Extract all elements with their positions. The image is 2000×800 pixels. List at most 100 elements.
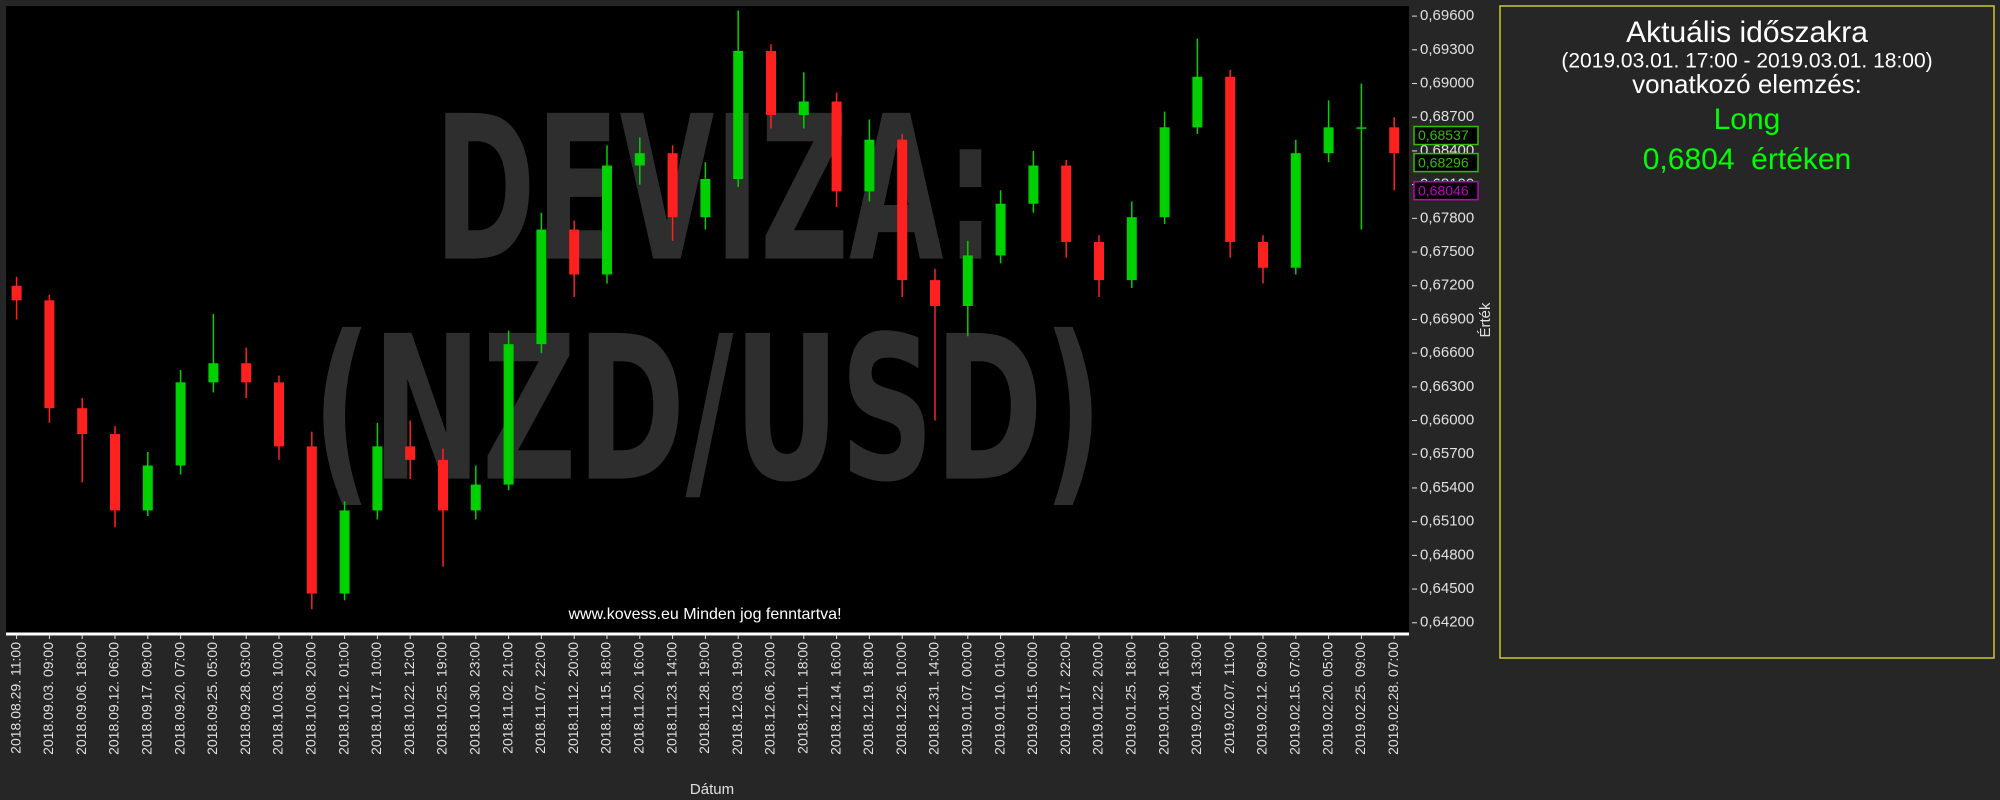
plot-area bbox=[6, 6, 1409, 634]
candle-body bbox=[1290, 153, 1301, 268]
candle-body bbox=[44, 300, 55, 409]
x-tick-label: 2018.12.31. 14:00 bbox=[926, 642, 942, 755]
y-tick-label: 0,66300 bbox=[1420, 378, 1474, 395]
x-tick-label: 2018.10.12. 01:00 bbox=[335, 642, 351, 755]
y-tick-label: 0,69300 bbox=[1420, 41, 1474, 58]
y-tick-label: 0,64800 bbox=[1420, 546, 1474, 563]
panel-signal: Long bbox=[1714, 103, 1781, 136]
y-tick-label: 0,67500 bbox=[1420, 243, 1474, 260]
candle-body bbox=[339, 510, 350, 594]
x-tick-label: 2018.11.28. 19:00 bbox=[696, 642, 712, 754]
candle-body bbox=[569, 229, 580, 275]
candle-body bbox=[1061, 165, 1072, 242]
price-marker bbox=[1413, 180, 1479, 201]
price-marker-label: 0,68296 bbox=[1418, 154, 1469, 170]
x-tick-label: 2018.09.17. 09:00 bbox=[139, 642, 155, 755]
candle-body bbox=[930, 280, 940, 306]
x-tick-label: 2019.01.17. 22:00 bbox=[1057, 642, 1073, 755]
y-tick-label: 0,64500 bbox=[1420, 580, 1474, 597]
candle-body bbox=[1192, 76, 1203, 128]
x-tick-label: 2018.12.03. 19:00 bbox=[729, 642, 745, 755]
y-tick-label: 0,65700 bbox=[1420, 445, 1474, 462]
x-tick-label: 2018.12.19. 18:00 bbox=[860, 642, 876, 755]
candle-body bbox=[208, 363, 219, 383]
candle-body bbox=[1258, 241, 1268, 268]
price-marker bbox=[1413, 125, 1479, 146]
candle-body bbox=[1389, 127, 1400, 154]
y-tick-label: 0,64200 bbox=[1420, 614, 1474, 631]
candle-body bbox=[1323, 127, 1334, 154]
panel-period: (2019.03.01. 17:00 - 2019.03.01. 18:00) bbox=[1561, 50, 1932, 73]
price-marker-label: 0,68537 bbox=[1418, 127, 1469, 143]
x-tick-label: 2018.12.06. 20:00 bbox=[762, 642, 778, 755]
x-tick-label: 2019.01.25. 18:00 bbox=[1123, 642, 1139, 755]
candle-body bbox=[766, 50, 776, 115]
candle-body bbox=[77, 408, 88, 435]
candle-body bbox=[1159, 127, 1170, 218]
candle-body bbox=[700, 179, 711, 218]
watermark: DEVIZA: bbox=[434, 74, 995, 307]
x-tick-label: 2018.11.23. 14:00 bbox=[663, 642, 679, 754]
x-tick-label: 2018.10.03. 10:00 bbox=[270, 642, 286, 755]
x-tick-label: 2019.02.04. 13:00 bbox=[1188, 642, 1204, 755]
candle-body bbox=[274, 382, 284, 447]
x-tick-label: 2019.02.25. 09:00 bbox=[1352, 642, 1368, 755]
x-tick-label: 2018.11.15. 18:00 bbox=[598, 642, 614, 754]
y-axis-title: Érték bbox=[1477, 302, 1494, 338]
x-tick-label: 2018.12.11. 18:00 bbox=[795, 642, 811, 754]
watermark: (NZD/USD) bbox=[312, 294, 1103, 527]
panel-value: 0,6804 értéken bbox=[1643, 143, 1852, 176]
candle-body bbox=[405, 446, 416, 460]
x-tick-label: 2018.10.25. 19:00 bbox=[434, 642, 450, 755]
y-tick-label: 0,67800 bbox=[1420, 209, 1474, 226]
candle-body bbox=[110, 434, 120, 511]
y-tick-label: 0,68700 bbox=[1420, 108, 1474, 125]
x-tick-label: 2018.11.20. 16:00 bbox=[631, 642, 647, 754]
x-tick-label: 2018.11.02. 21:00 bbox=[499, 642, 515, 754]
panel-title: Aktuális időszakra bbox=[1626, 16, 1868, 49]
x-tick-label: 2018.12.26. 10:00 bbox=[893, 642, 909, 755]
x-tick-label: 2018.10.22. 12:00 bbox=[401, 642, 417, 755]
x-tick-label: 2018.09.06. 18:00 bbox=[73, 642, 89, 755]
y-tick-label: 0,65100 bbox=[1420, 513, 1474, 530]
candle-body bbox=[503, 344, 514, 485]
x-tick-label: 2018.10.30. 23:00 bbox=[467, 642, 483, 755]
x-tick-label: 2018.11.07. 22:00 bbox=[532, 642, 548, 754]
x-tick-label: 2018.09.25. 05:00 bbox=[204, 642, 220, 755]
candle-body bbox=[372, 446, 383, 511]
x-tick-label: 2018.09.28. 03:00 bbox=[237, 642, 253, 755]
candle-body bbox=[1126, 217, 1137, 281]
footer: www.kovess.eu Minden jog fenntartva! bbox=[567, 606, 841, 623]
x-tick-label: 2018.08.29. 11:00 bbox=[7, 642, 23, 754]
candle-body bbox=[11, 285, 22, 301]
x-tick-label: 2019.01.30. 16:00 bbox=[1155, 642, 1171, 755]
y-tick-label: 0,66900 bbox=[1420, 310, 1474, 327]
x-tick-label: 2018.10.17. 10:00 bbox=[368, 642, 384, 755]
y-tick-label: 0,69000 bbox=[1420, 74, 1474, 91]
x-tick-label: 2018.09.12. 06:00 bbox=[106, 642, 122, 755]
x-tick-label: 2019.01.15. 00:00 bbox=[1024, 642, 1040, 755]
x-tick-label: 2019.01.22. 20:00 bbox=[1090, 642, 1106, 755]
candle-body bbox=[667, 153, 678, 218]
candle-body bbox=[733, 50, 744, 180]
price-marker-label: 0,68046 bbox=[1418, 182, 1469, 198]
x-tick-label: 2018.10.08. 20:00 bbox=[303, 642, 319, 755]
y-tick-label: 0,66600 bbox=[1420, 344, 1474, 361]
x-tick-label: 2018.12.14. 16:00 bbox=[827, 642, 843, 755]
candle-body bbox=[175, 382, 186, 466]
candle-body bbox=[962, 255, 973, 306]
candle-body bbox=[1028, 165, 1039, 204]
candle-body bbox=[470, 484, 481, 511]
y-tick-label: 0,67200 bbox=[1420, 277, 1474, 294]
candle-body bbox=[438, 459, 448, 511]
candle-body bbox=[241, 363, 252, 383]
candle-body bbox=[142, 465, 153, 511]
candle-body bbox=[634, 153, 645, 166]
y-tick-label: 0,69600 bbox=[1420, 7, 1474, 24]
x-tick-label: 2019.01.10. 01:00 bbox=[991, 642, 1007, 755]
x-axis-title: Dátum bbox=[690, 781, 734, 798]
x-tick-label: 2018.09.20. 07:00 bbox=[171, 642, 187, 755]
candle-body bbox=[864, 139, 875, 192]
